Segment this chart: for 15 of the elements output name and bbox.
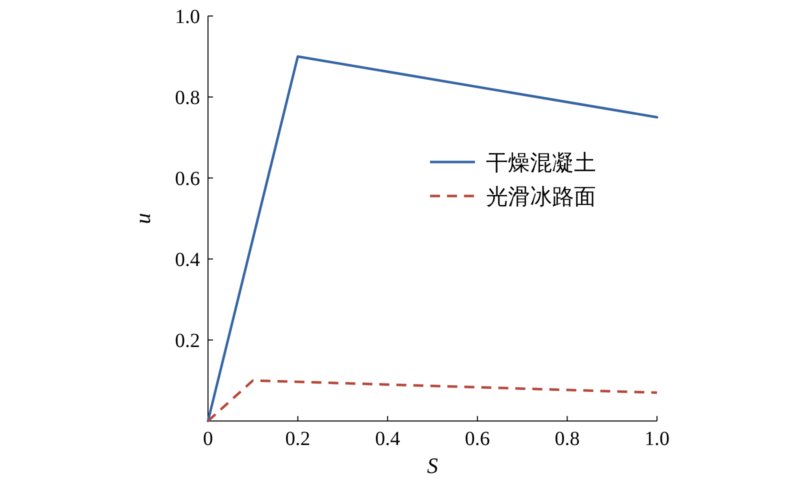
y-tick-label: 0.4 xyxy=(175,249,200,271)
x-tick-label: 0 xyxy=(203,428,213,450)
x-tick-label: 0.4 xyxy=(375,428,400,450)
x-tick-label: 0.2 xyxy=(285,428,310,450)
x-axis-title: S xyxy=(427,453,438,478)
y-tick-label: 0.2 xyxy=(175,330,200,352)
y-tick-label: 0.8 xyxy=(175,87,200,109)
y-axis-title: u xyxy=(130,213,155,224)
x-tick-label: 1.0 xyxy=(644,428,670,450)
y-tick-label: 0.6 xyxy=(175,168,200,190)
y-tick-label: 1.0 xyxy=(175,6,200,28)
x-tick-label: 0.8 xyxy=(554,428,580,450)
legend-label: 光滑冰路面 xyxy=(486,185,596,210)
x-tick-label: 0.6 xyxy=(464,428,490,450)
legend-label: 干燥混凝土 xyxy=(486,151,596,176)
